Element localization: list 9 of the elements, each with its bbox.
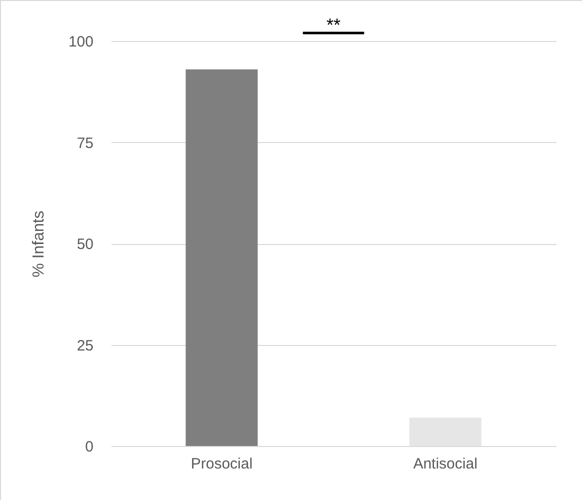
x-tick-label: Prosocial	[190, 456, 253, 472]
y-tick-label: 50	[76, 236, 94, 253]
text: **	[326, 15, 341, 35]
y-tick-label: 75	[76, 134, 94, 152]
x-tick-label: Antisocial	[413, 456, 478, 472]
y-tick-label: 100	[68, 34, 94, 50]
y-axis-title: % Infants	[30, 210, 48, 278]
y-tick-label: 25	[76, 337, 94, 354]
y-tick-label: 0	[85, 438, 94, 456]
